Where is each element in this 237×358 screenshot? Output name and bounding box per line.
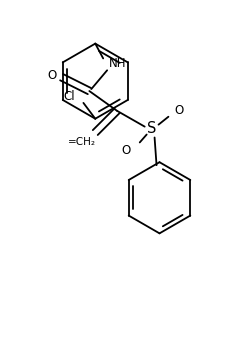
- Text: =CH₂: =CH₂: [68, 137, 96, 147]
- Text: O: O: [175, 104, 184, 117]
- Text: O: O: [121, 144, 131, 157]
- Text: S: S: [147, 121, 156, 136]
- Text: Cl: Cl: [64, 91, 75, 103]
- Text: O: O: [47, 69, 56, 82]
- Text: NH: NH: [109, 57, 127, 70]
